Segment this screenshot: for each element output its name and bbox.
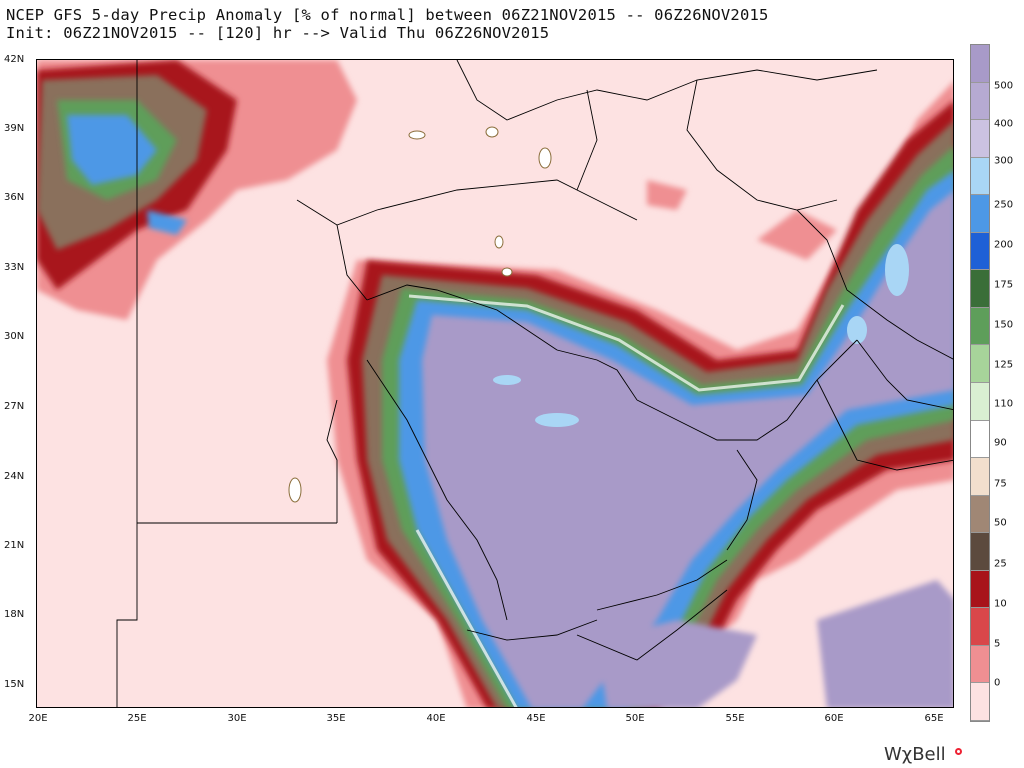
chart-title: NCEP GFS 5-day Precip Anomaly [% of norm…	[6, 6, 769, 24]
legend-swatch	[971, 420, 989, 459]
legend-swatch	[971, 270, 989, 308]
legend-swatch	[971, 383, 989, 421]
lakes	[288, 126, 552, 503]
legend-swatch	[971, 608, 989, 646]
legend-label-125: 125	[994, 359, 1014, 371]
legend-label-400: 400	[994, 118, 1014, 130]
lon-label-30e: 30E	[227, 713, 247, 724]
legend-swatch	[971, 195, 989, 233]
legend-swatch	[971, 570, 989, 609]
legend-swatch	[971, 120, 989, 158]
legend-swatch	[971, 645, 989, 684]
chart-subtitle: Init: 06Z21NOV2015 -- [120] hr --> Valid…	[6, 24, 550, 42]
legend-swatch	[971, 345, 989, 383]
legend-swatch	[971, 307, 989, 346]
legend-swatch	[971, 495, 989, 534]
anomaly-white-rings	[408, 294, 845, 707]
legend-label-250: 250	[994, 199, 1014, 211]
legend-swatch	[971, 533, 989, 571]
legend-label-25: 25	[994, 558, 1007, 570]
lat-label-30n: 30N	[4, 331, 25, 342]
brand-dot-icon	[955, 748, 962, 755]
wxbell-logo: WχBell	[884, 744, 946, 765]
anomaly-light-blue	[493, 244, 909, 427]
lat-label-27n: 27N	[4, 401, 25, 412]
lat-label-33n: 33N	[4, 262, 25, 273]
lon-label-65e: 65E	[924, 713, 944, 724]
lat-label-18n: 18N	[4, 609, 25, 620]
lat-label-24n: 24N	[4, 471, 25, 482]
legend-label-200: 200	[994, 239, 1014, 251]
legend-swatch	[971, 683, 989, 721]
legend-swatch	[971, 232, 989, 271]
lat-label-42n: 42N	[4, 54, 25, 65]
legend-swatch	[971, 157, 989, 196]
lon-label-25e: 25E	[127, 713, 147, 724]
lat-label-39n: 39N	[4, 123, 25, 134]
legend-label-0: 0	[994, 677, 1001, 689]
legend-swatch	[971, 82, 989, 121]
legend-colorbar	[970, 44, 990, 722]
legend-label-110: 110	[994, 398, 1014, 410]
legend-swatch	[971, 45, 989, 83]
lat-label-36n: 36N	[4, 192, 25, 203]
lon-label-50e: 50E	[625, 713, 645, 724]
lon-label-35e: 35E	[326, 713, 346, 724]
lon-label-20e: 20E	[28, 713, 48, 724]
legend-label-90: 90	[994, 437, 1007, 449]
legend-label-75: 75	[994, 478, 1007, 490]
legend-label-175: 175	[994, 279, 1014, 291]
legend-label-150: 150	[994, 319, 1014, 331]
lon-label-40e: 40E	[426, 713, 446, 724]
lon-label-55e: 55E	[725, 713, 745, 724]
legend-label-5: 5	[994, 638, 1001, 650]
legend-label-500: 500	[994, 80, 1014, 92]
lon-label-60e: 60E	[824, 713, 844, 724]
lat-label-21n: 21N	[4, 540, 25, 551]
lat-label-15n: 15N	[4, 679, 25, 690]
legend-swatch	[971, 458, 989, 496]
anomaly-purple	[422, 191, 953, 707]
lon-label-45e: 45E	[526, 713, 546, 724]
precip-anomaly-map	[36, 59, 954, 708]
legend-label-50: 50	[994, 517, 1007, 529]
legend-label-300: 300	[994, 155, 1014, 167]
country-borders	[116, 60, 953, 707]
legend-label-10: 10	[994, 598, 1007, 610]
